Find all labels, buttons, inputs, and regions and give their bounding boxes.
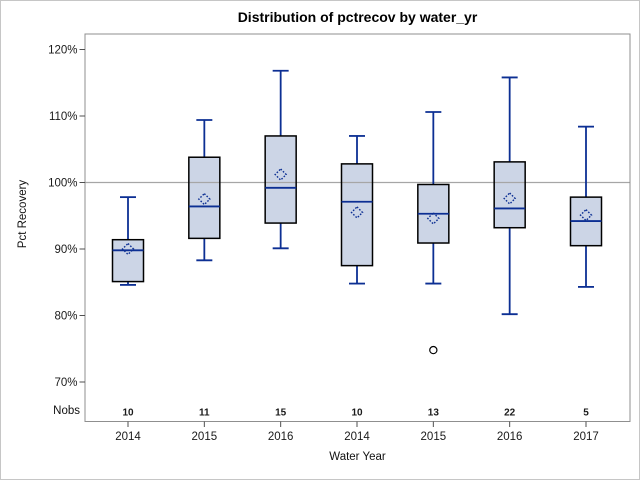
box-fill <box>112 239 144 282</box>
mean-diamond <box>426 211 440 225</box>
nobs-value: 22 <box>504 408 516 419</box>
x-tick-label: 2016 <box>497 431 523 443</box>
box-fill <box>265 135 297 224</box>
mean-diamond <box>197 192 211 206</box>
nobs-value: 5 <box>583 408 589 419</box>
chart-title: Distribution of pctrecov by water_yr <box>237 9 478 25</box>
mean-diamond <box>503 191 517 205</box>
nobs-value: 10 <box>122 408 134 419</box>
box-fill <box>188 157 220 239</box>
x-tick-label: 2014 <box>344 431 370 443</box>
box-rect <box>340 163 374 267</box>
y-tick-label: 110% <box>49 111 78 123</box>
box-rect <box>493 161 526 229</box>
y-tick-label: 80% <box>54 311 77 323</box>
x-tick-label: 2015 <box>192 431 218 443</box>
y-tick-label: 90% <box>54 244 77 256</box>
y-tick-label: 70% <box>54 377 77 389</box>
mean-diamond <box>579 208 593 222</box>
nobs-value: 10 <box>351 408 363 419</box>
mean-diamond <box>350 205 364 219</box>
x-tick-label: 2014 <box>115 431 141 443</box>
box-rect <box>111 238 145 283</box>
nobs-value: 15 <box>275 408 287 419</box>
x-tick-label: 2016 <box>268 431 294 443</box>
nobs-value: 13 <box>428 408 440 419</box>
outlier-point <box>429 345 438 355</box>
mean-diamond <box>274 168 288 182</box>
x-tick-label: 2015 <box>421 431 447 443</box>
box-rect <box>188 156 221 240</box>
nobs-row-label: Nobs <box>53 405 80 417</box>
mean-diamond <box>121 242 135 256</box>
nobs-value: 11 <box>199 408 210 419</box>
box-fill <box>341 163 373 266</box>
x-axis-title: Water Year <box>329 451 386 463</box>
y-tick-label: 100% <box>48 178 77 190</box>
box-rect <box>264 135 297 224</box>
y-tick-label: 120% <box>48 45 77 57</box>
box-fill <box>494 161 526 228</box>
x-tick-label: 2017 <box>573 431 599 443</box>
